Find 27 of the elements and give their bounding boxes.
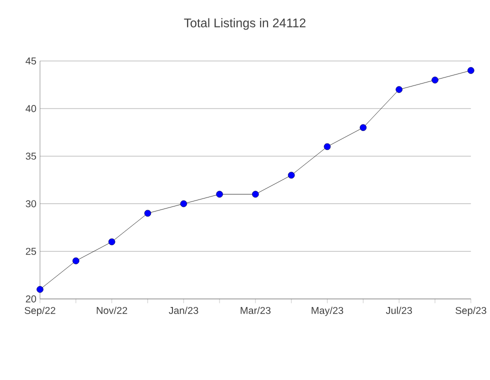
x-tick-label: Jul/23 [386, 306, 412, 314]
y-tick-label: 40 [26, 105, 36, 112]
y-tick-label: 30 [26, 200, 36, 208]
y-tick-label: 45 [26, 58, 36, 64]
point [324, 143, 331, 150]
chart-title: Total Listings in 24112 [184, 18, 306, 30]
point [180, 200, 188, 208]
point [216, 190, 223, 198]
point [288, 172, 295, 179]
point [144, 210, 152, 217]
point [72, 258, 80, 264]
x-tick-label: Mar/23 [240, 306, 271, 314]
x-tick-label: Sep/23 [456, 306, 486, 316]
x-tick-label: Jan/23 [168, 306, 198, 314]
y-tick-label: 20 [26, 295, 36, 302]
point [252, 190, 259, 198]
point [468, 67, 474, 74]
y-tick-label: 25 [26, 248, 36, 255]
point [432, 76, 438, 84]
x-tick-label: May/23 [312, 306, 344, 316]
point [36, 286, 44, 293]
point [108, 238, 116, 246]
point [360, 124, 367, 132]
x-tick-label: Sep/22 [24, 306, 56, 316]
point [396, 86, 402, 93]
x-tick-label: Nov/22 [96, 306, 128, 314]
y-tick-label: 35 [26, 152, 36, 160]
